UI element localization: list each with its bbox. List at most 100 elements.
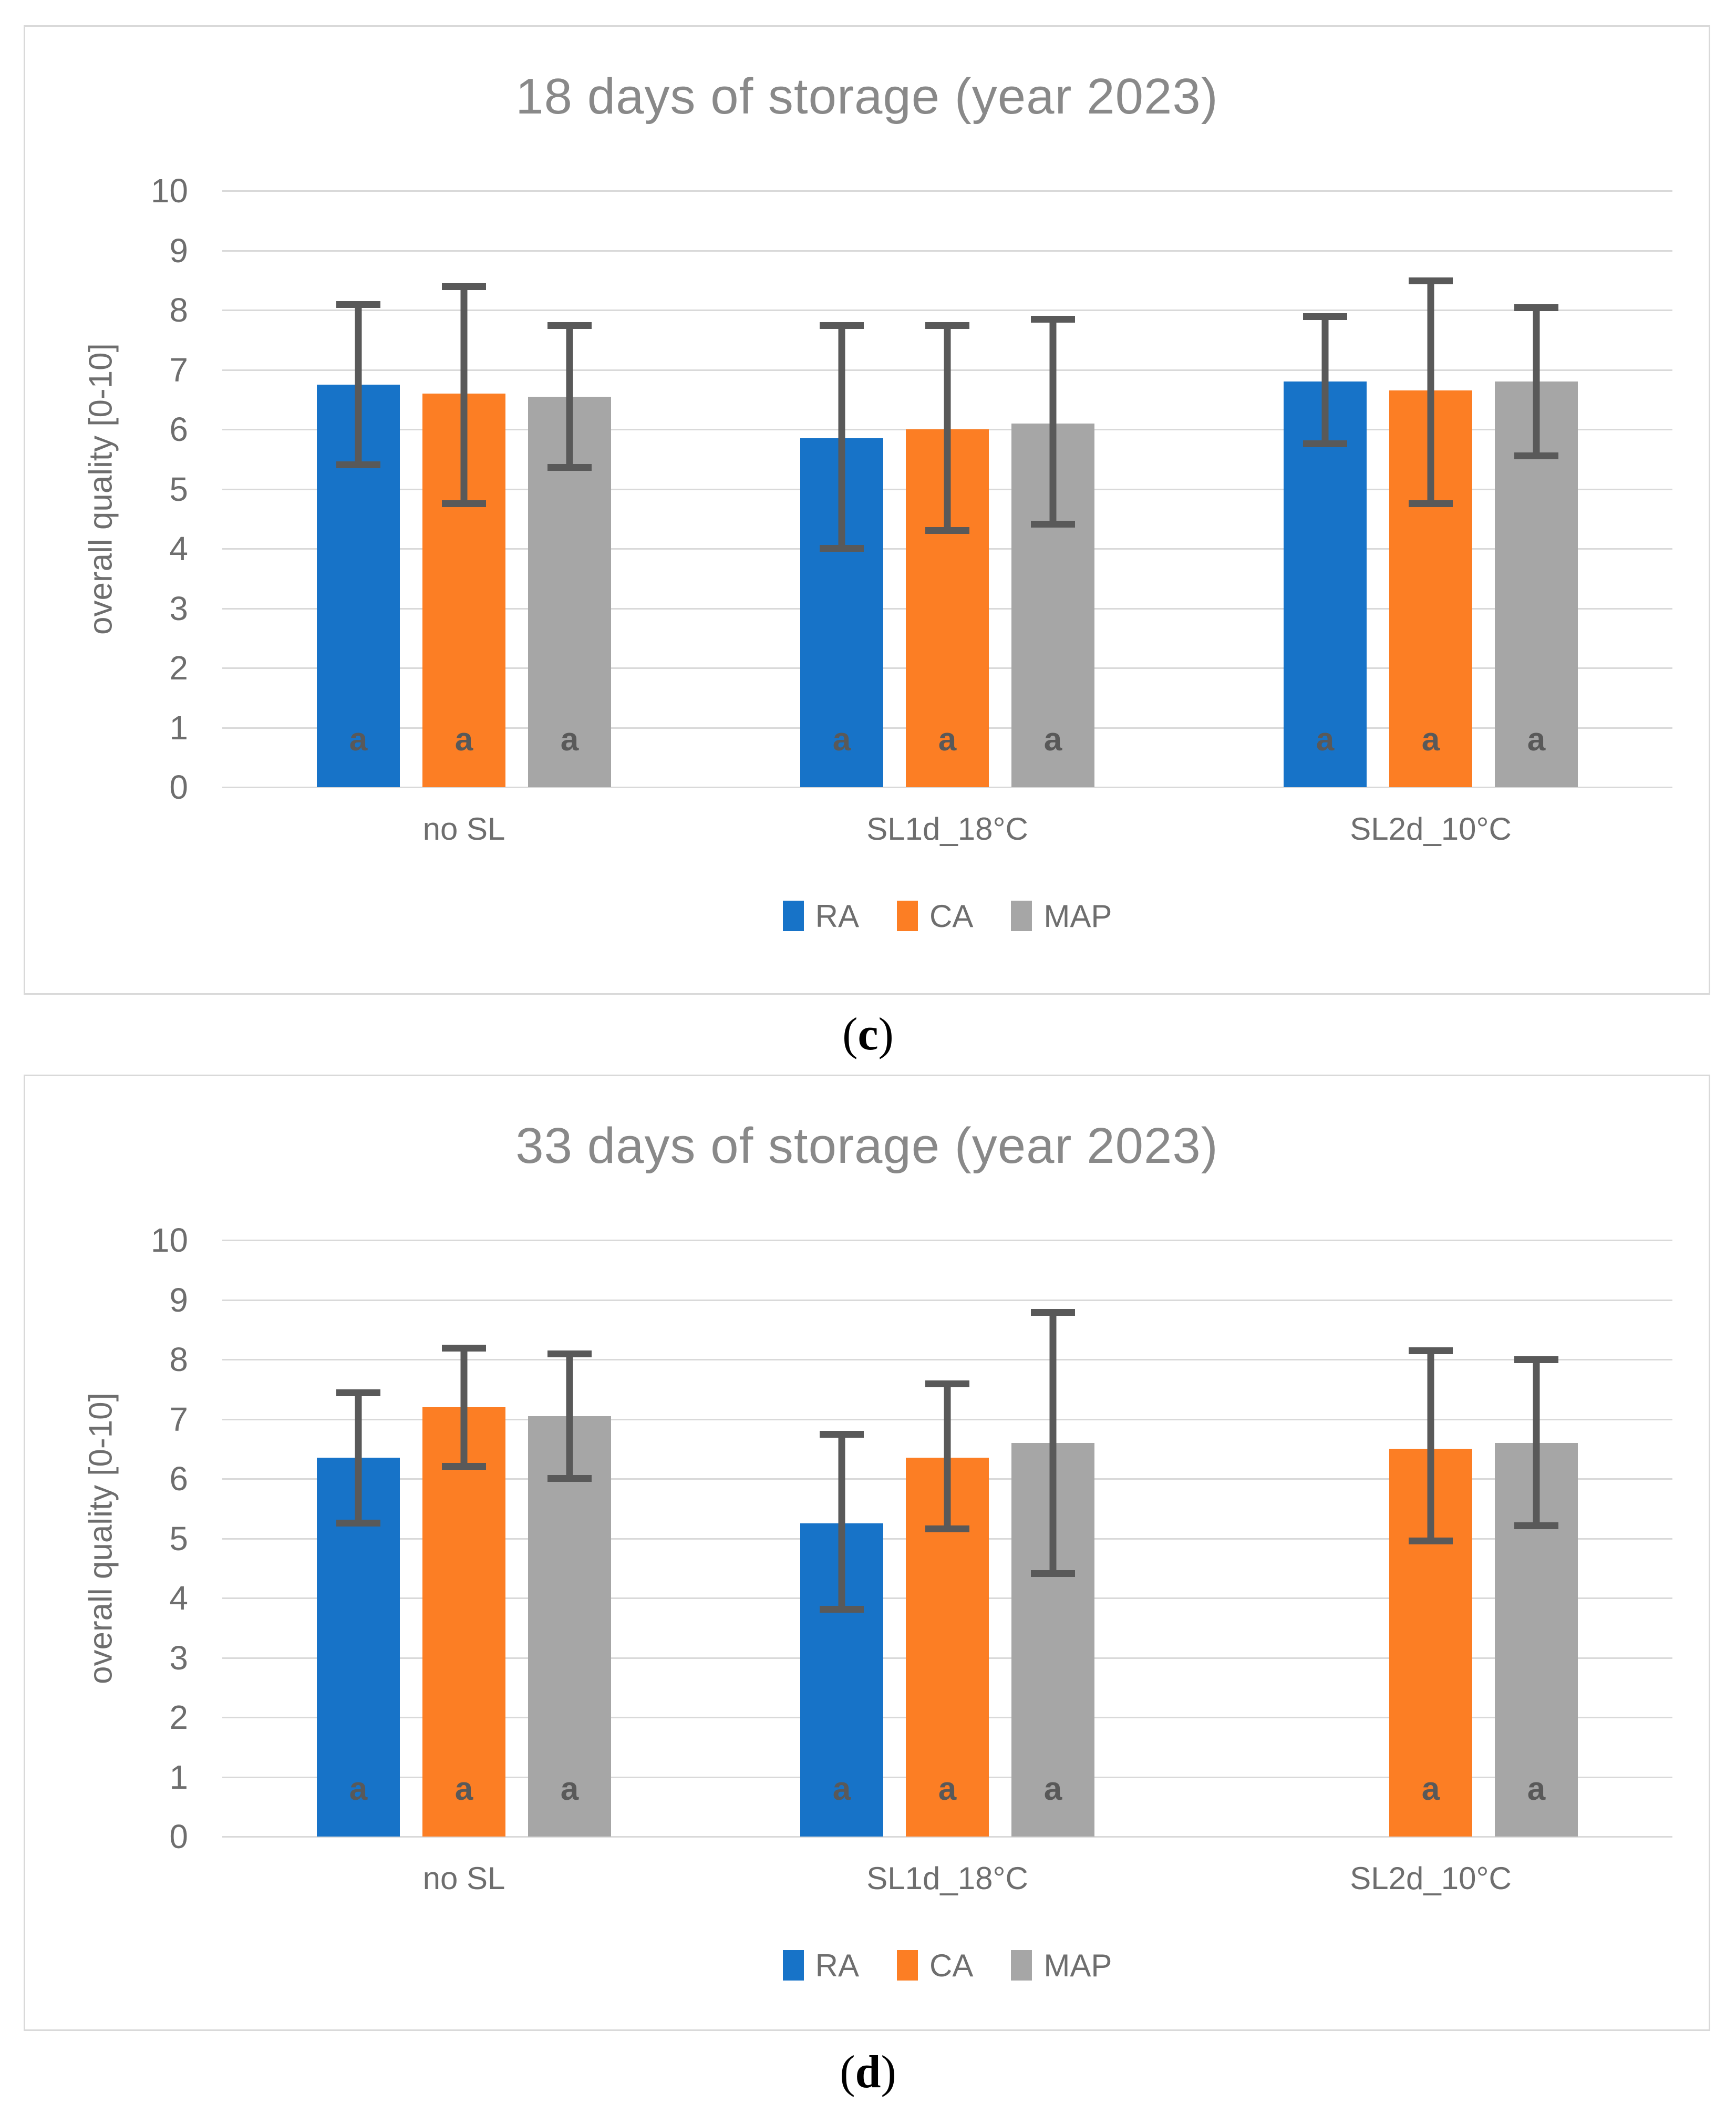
- y-tick-label: 3: [169, 1638, 188, 1677]
- significance-letter: a: [560, 1771, 579, 1807]
- error-bar-stem: [460, 283, 468, 507]
- error-bar-cap-top: [820, 322, 864, 329]
- error-bar-cap-bottom: [1031, 1570, 1075, 1577]
- error-bar: [925, 1380, 969, 1533]
- error-bar: [1031, 1308, 1075, 1577]
- significance-letter: a: [1043, 1771, 1062, 1807]
- gridline: [222, 250, 1672, 252]
- x-axis-label: SL1d_18°C: [866, 1861, 1028, 1896]
- legend-swatch-ra: [782, 901, 804, 931]
- plot-area: a a a no SL a a a SL1d_18°C a a a SL2d_10°C: [222, 190, 1672, 847]
- category-slot: a a a SL1d_18°C: [706, 1240, 1189, 1896]
- error-bar-cap-top: [1031, 1308, 1075, 1316]
- error-bar: [1514, 1356, 1558, 1530]
- caption-c: (c): [0, 995, 1736, 1075]
- y-tick-label: 10: [150, 172, 188, 210]
- significance-letter: a: [454, 721, 473, 758]
- error-bar-cap-top: [1514, 1356, 1558, 1364]
- gridline: [222, 1299, 1672, 1301]
- bar-ra: [1284, 381, 1367, 787]
- gridline: [222, 1359, 1672, 1360]
- error-bar-cap-top: [925, 1380, 969, 1387]
- y-tick-label: 8: [169, 1340, 188, 1378]
- y-tick-label: 6: [169, 1460, 188, 1498]
- category-slot: a a SL2d_10°C: [1189, 1240, 1672, 1896]
- error-bar-cap-bottom: [336, 461, 380, 468]
- error-bar-stem: [1533, 1356, 1540, 1530]
- error-bar-stem: [1533, 304, 1540, 459]
- caption-d: (d): [0, 2031, 1736, 2114]
- error-bar-cap-bottom: [925, 1525, 969, 1533]
- caption-letter: c: [857, 1009, 879, 1060]
- error-bar-stem: [1321, 313, 1329, 448]
- error-bar-cap-top: [547, 322, 592, 329]
- error-bar: [1514, 304, 1558, 459]
- legend-item: CA: [896, 1947, 973, 1984]
- error-bar-cap-bottom: [1514, 452, 1558, 459]
- legend-item: RA: [782, 898, 859, 934]
- chart-title: 18 days of storage (year 2023): [515, 68, 1218, 125]
- legend-label: CA: [929, 898, 974, 934]
- error-bar: [336, 1389, 380, 1527]
- y-tick-label: 9: [169, 1281, 188, 1319]
- chart-title: 33 days of storage (year 2023): [515, 1118, 1218, 1174]
- error-bar-cap-bottom: [1514, 1522, 1558, 1530]
- error-bar-cap-bottom: [547, 464, 592, 471]
- error-bar-cap-top: [1409, 277, 1453, 284]
- plot-area: a a a no SL a a a SL1d_18°C a a SL2d_10°C: [222, 1240, 1672, 1896]
- error-bar-cap-top: [820, 1431, 864, 1438]
- significance-letter: a: [1043, 721, 1062, 758]
- legend-item: RA: [782, 1947, 859, 1984]
- y-tick-label: 2: [169, 649, 188, 687]
- error-bar: [336, 301, 380, 468]
- x-axis-label: no SL: [422, 1861, 505, 1896]
- legend-label: RA: [815, 1947, 859, 1983]
- error-bar-stem: [1049, 316, 1057, 528]
- caption-open-paren: (: [840, 2047, 855, 2098]
- legend-label: MAP: [1043, 1947, 1112, 1983]
- error-bar-cap-top: [442, 283, 486, 290]
- error-bar-stem: [838, 1431, 845, 1613]
- error-bar-cap-top: [1303, 313, 1347, 320]
- error-bar-cap-top: [1514, 304, 1558, 311]
- legend-swatch-map: [1011, 901, 1032, 931]
- chart-panel-33-days: 33 days of storage (year 2023) overall qu…: [24, 1075, 1710, 2031]
- error-bar: [925, 322, 969, 534]
- error-bar-stem: [460, 1344, 468, 1470]
- error-bar-cap-bottom: [442, 500, 486, 507]
- x-axis-line: [222, 787, 1672, 788]
- legend-label: MAP: [1043, 898, 1112, 934]
- bar-map: [528, 1416, 611, 1837]
- gridline: [222, 190, 1672, 192]
- y-tick-label: 1: [169, 708, 188, 747]
- error-bar: [1409, 1347, 1453, 1544]
- error-bar-cap-bottom: [1409, 500, 1453, 507]
- category-slot: a a a no SL: [222, 1240, 706, 1896]
- significance-letter: a: [938, 1771, 957, 1807]
- error-bar-cap-bottom: [1409, 1537, 1453, 1544]
- error-bar: [820, 322, 864, 552]
- error-bar: [442, 1344, 486, 1470]
- y-tick-label: 7: [169, 350, 188, 389]
- error-bar: [1409, 277, 1453, 507]
- error-bar: [1031, 316, 1075, 528]
- gridline: [222, 1240, 1672, 1241]
- bar-ca: [422, 1407, 505, 1837]
- legend-item: CA: [896, 898, 974, 934]
- error-bar-stem: [1049, 1308, 1057, 1577]
- y-tick-label: 1: [169, 1758, 188, 1796]
- legend-label: RA: [815, 898, 859, 934]
- error-bar-cap-bottom: [1031, 521, 1075, 528]
- category-slot: a a a SL2d_10°C: [1189, 191, 1672, 847]
- y-tick-label: 3: [169, 589, 188, 627]
- y-tick-label: 4: [169, 530, 188, 568]
- chart-panel-18-days: 18 days of storage (year 2023) overall qu…: [24, 25, 1710, 995]
- y-tick-label: 7: [169, 1400, 188, 1438]
- error-bar-stem: [566, 1350, 573, 1482]
- x-axis-label: SL2d_10°C: [1350, 1861, 1512, 1896]
- significance-letter: a: [454, 1771, 473, 1807]
- y-tick-label: 0: [169, 1818, 188, 1855]
- error-bar: [547, 322, 592, 471]
- error-bar-cap-bottom: [820, 1606, 864, 1613]
- significance-letter: a: [349, 1771, 368, 1807]
